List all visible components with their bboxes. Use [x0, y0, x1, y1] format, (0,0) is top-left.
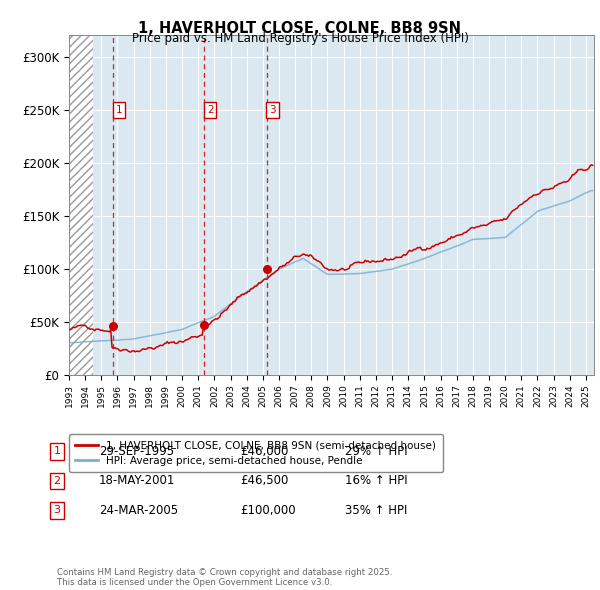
- Text: Price paid vs. HM Land Registry's House Price Index (HPI): Price paid vs. HM Land Registry's House …: [131, 32, 469, 45]
- Text: 3: 3: [53, 506, 61, 515]
- Text: 35% ↑ HPI: 35% ↑ HPI: [345, 504, 407, 517]
- Text: £100,000: £100,000: [240, 504, 296, 517]
- Text: 16% ↑ HPI: 16% ↑ HPI: [345, 474, 407, 487]
- Text: 2: 2: [207, 104, 214, 114]
- Text: 3: 3: [269, 104, 275, 114]
- Text: 24-MAR-2005: 24-MAR-2005: [99, 504, 178, 517]
- Text: £46,000: £46,000: [240, 445, 289, 458]
- Text: 18-MAY-2001: 18-MAY-2001: [99, 474, 175, 487]
- Text: £46,500: £46,500: [240, 474, 289, 487]
- Text: 29% ↑ HPI: 29% ↑ HPI: [345, 445, 407, 458]
- Text: Contains HM Land Registry data © Crown copyright and database right 2025.
This d: Contains HM Land Registry data © Crown c…: [57, 568, 392, 587]
- Text: 2: 2: [53, 476, 61, 486]
- Legend: 1, HAVERHOLT CLOSE, COLNE, BB8 9SN (semi-detached house), HPI: Average price, se: 1, HAVERHOLT CLOSE, COLNE, BB8 9SN (semi…: [69, 434, 443, 472]
- Text: 1, HAVERHOLT CLOSE, COLNE, BB8 9SN: 1, HAVERHOLT CLOSE, COLNE, BB8 9SN: [139, 21, 461, 35]
- Text: 29-SEP-1995: 29-SEP-1995: [99, 445, 174, 458]
- Text: 1: 1: [53, 447, 61, 456]
- Text: 1: 1: [116, 104, 122, 114]
- Bar: [69, 35, 93, 375]
